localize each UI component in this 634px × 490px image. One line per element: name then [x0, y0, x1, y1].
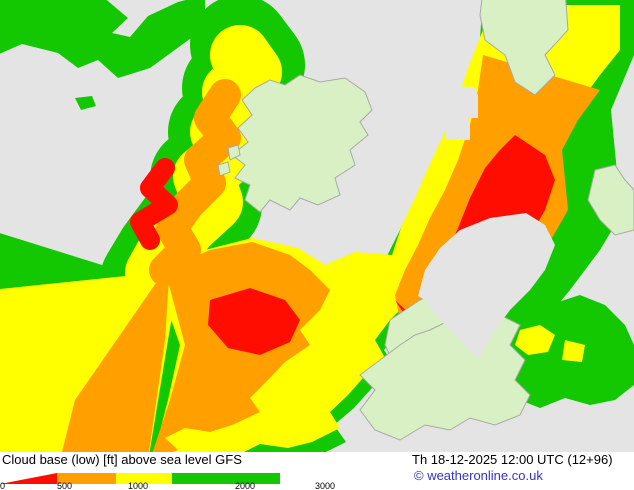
svg-text:Th 18-12-2025 12:00 UTC (12+96: Th 18-12-2025 12:00 UTC (12+96) [412, 452, 613, 467]
svg-text:Cloud base (low) [ft] above se: Cloud base (low) [ft] above sea level GF… [2, 452, 242, 467]
svg-text:3000: 3000 [315, 481, 335, 490]
svg-text:0: 0 [0, 481, 5, 490]
svg-text:© weatheronline.co.uk: © weatheronline.co.uk [414, 468, 543, 483]
svg-text:1000: 1000 [128, 481, 148, 490]
svg-text:500: 500 [57, 481, 72, 490]
svg-text:2000: 2000 [235, 481, 255, 490]
